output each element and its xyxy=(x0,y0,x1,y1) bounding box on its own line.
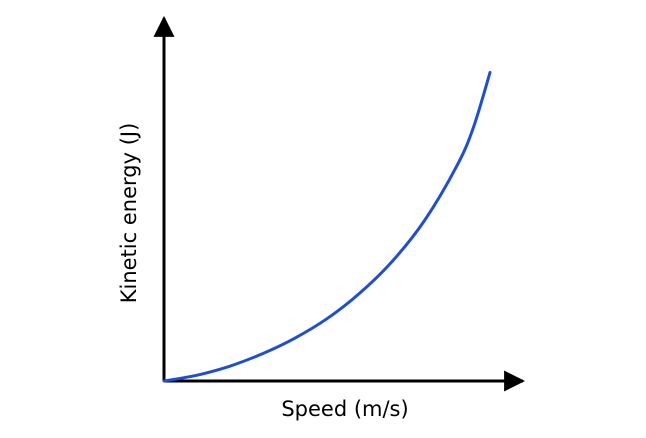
x-axis-label: Speed (m/s) xyxy=(281,397,408,421)
y-axis-label: Kinetic energy (J) xyxy=(117,123,141,304)
kinetic-energy-curve xyxy=(162,71,492,383)
